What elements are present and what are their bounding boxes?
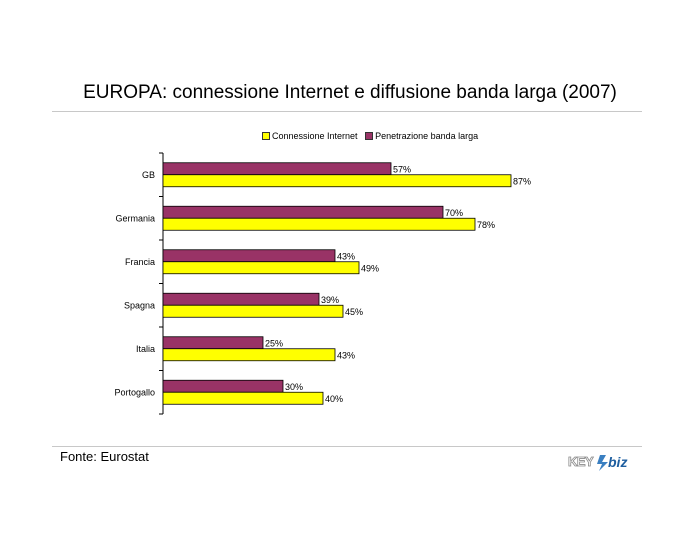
legend-item-connessione: Connessione Internet [262, 131, 358, 141]
source-note: Fonte: Eurostat [60, 449, 149, 464]
category-label-germania: Germania [115, 213, 155, 223]
bar-connessione-internet-francia [162, 261, 360, 275]
category-label-portogallo: Portogallo [114, 387, 155, 397]
bar-connessione-internet-italia [162, 348, 336, 362]
title-divider [52, 111, 642, 112]
legend-item-penetrazione: Penetrazione banda larga [365, 131, 478, 141]
bar-penetrazione-banda-larga-spagna [162, 292, 320, 306]
legend-swatch-connessione [262, 131, 270, 140]
data-label-connessione-internet-gb: 87% [513, 176, 531, 186]
chart-title: EUROPA: connessione Internet e diffusion… [83, 82, 617, 103]
category-label-francia: Francia [125, 257, 155, 267]
key4biz-logo: KEY biz [568, 454, 627, 471]
bar-penetrazione-banda-larga-italia [162, 336, 264, 350]
category-label-italia: Italia [136, 344, 155, 354]
data-label-penetrazione-banda-larga-portogallo: 30% [285, 382, 303, 392]
footer-divider [52, 446, 642, 447]
legend-label-connessione: Connessione Internet [272, 131, 358, 141]
data-label-connessione-internet-francia: 49% [361, 263, 379, 273]
data-label-penetrazione-banda-larga-germania: 70% [445, 208, 463, 218]
category-label-spagna: Spagna [124, 300, 155, 310]
data-label-penetrazione-banda-larga-italia: 25% [265, 338, 283, 348]
svg-text:biz: biz [608, 454, 627, 470]
data-label-connessione-internet-portogallo: 40% [325, 394, 343, 404]
bar-penetrazione-banda-larga-gb [162, 162, 392, 176]
bar-connessione-internet-portogallo [162, 391, 324, 405]
category-label-gb: GB [142, 170, 155, 180]
bar-penetrazione-banda-larga-germania [162, 205, 444, 219]
bar-penetrazione-banda-larga-portogallo [162, 379, 284, 393]
chart-legend: Connessione Internet Penetrazione banda … [262, 131, 483, 141]
bar-connessione-internet-gb [162, 174, 512, 188]
bar-penetrazione-banda-larga-francia [162, 249, 336, 263]
data-label-penetrazione-banda-larga-spagna: 39% [321, 295, 339, 305]
svg-text:KEY: KEY [568, 454, 594, 469]
data-label-connessione-internet-italia: 43% [337, 350, 355, 360]
bar-connessione-internet-spagna [162, 304, 344, 318]
legend-label-penetrazione: Penetrazione banda larga [375, 131, 479, 141]
data-label-penetrazione-banda-larga-gb: 57% [393, 164, 411, 174]
data-label-connessione-internet-germania: 78% [477, 220, 495, 230]
data-label-penetrazione-banda-larga-francia: 43% [337, 251, 355, 261]
data-label-connessione-internet-spagna: 45% [345, 307, 363, 317]
bar-connessione-internet-germania [162, 217, 476, 231]
legend-swatch-penetrazione [365, 131, 374, 140]
